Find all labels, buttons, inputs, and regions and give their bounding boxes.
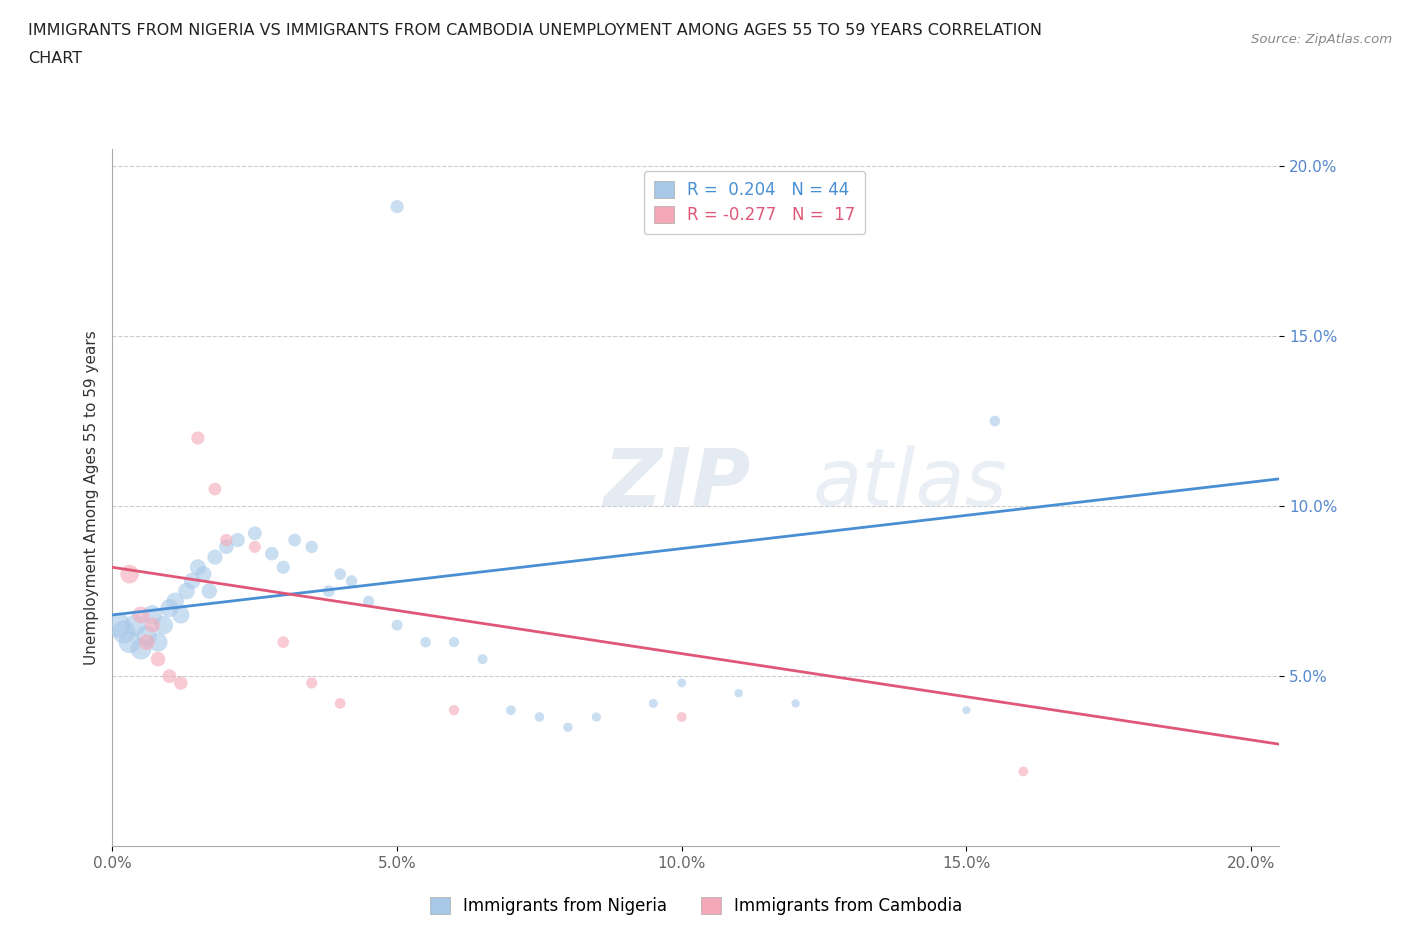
- Point: [301, 539, 323, 554]
- Text: IMMIGRANTS FROM NIGERIA VS IMMIGRANTS FROM CAMBODIA UNEMPLOYMENT AMONG AGES 55 T: IMMIGRANTS FROM NIGERIA VS IMMIGRANTS FR…: [28, 23, 1042, 38]
- Point: [181, 574, 204, 589]
- Point: [727, 685, 749, 700]
- Point: [671, 675, 693, 690]
- Point: [357, 594, 380, 609]
- Point: [146, 634, 169, 649]
- Point: [124, 618, 146, 632]
- Point: [157, 601, 180, 616]
- Point: [193, 566, 215, 581]
- Legend: Immigrants from Nigeria, Immigrants from Cambodia: Immigrants from Nigeria, Immigrants from…: [423, 890, 969, 922]
- Point: [529, 710, 551, 724]
- Point: [107, 618, 129, 632]
- Point: [215, 533, 238, 548]
- Point: [176, 584, 198, 599]
- Point: [260, 546, 283, 561]
- Point: [243, 525, 266, 540]
- Point: [215, 539, 238, 554]
- Point: [329, 696, 352, 711]
- Point: [671, 710, 693, 724]
- Point: [385, 618, 408, 632]
- Point: [271, 634, 294, 649]
- Point: [499, 703, 522, 718]
- Y-axis label: Unemployment Among Ages 55 to 59 years: Unemployment Among Ages 55 to 59 years: [83, 330, 98, 665]
- Point: [284, 533, 307, 548]
- Point: [471, 652, 494, 667]
- Point: [984, 414, 1007, 429]
- Point: [318, 584, 340, 599]
- Point: [165, 594, 187, 609]
- Text: ZIP: ZIP: [603, 445, 749, 523]
- Point: [141, 618, 163, 632]
- Text: Source: ZipAtlas.com: Source: ZipAtlas.com: [1251, 33, 1392, 46]
- Point: [187, 560, 209, 575]
- Point: [170, 675, 193, 690]
- Point: [243, 539, 266, 554]
- Point: [1012, 764, 1035, 779]
- Point: [301, 675, 323, 690]
- Point: [135, 628, 157, 643]
- Point: [443, 703, 465, 718]
- Point: [204, 550, 226, 565]
- Point: [226, 533, 249, 548]
- Point: [643, 696, 665, 711]
- Point: [157, 669, 180, 684]
- Point: [329, 566, 352, 581]
- Point: [785, 696, 807, 711]
- Point: [271, 560, 294, 575]
- Point: [118, 566, 141, 581]
- Point: [112, 625, 135, 640]
- Point: [443, 634, 465, 649]
- Text: atlas: atlas: [813, 445, 1008, 523]
- Point: [170, 607, 193, 622]
- Text: CHART: CHART: [28, 51, 82, 66]
- Point: [557, 720, 579, 735]
- Point: [187, 431, 209, 445]
- Point: [198, 584, 221, 599]
- Point: [129, 642, 152, 657]
- Point: [141, 607, 163, 622]
- Point: [129, 607, 152, 622]
- Point: [118, 634, 141, 649]
- Point: [152, 618, 174, 632]
- Point: [340, 574, 363, 589]
- Point: [385, 199, 408, 214]
- Point: [146, 652, 169, 667]
- Point: [585, 710, 607, 724]
- Point: [415, 634, 437, 649]
- Point: [955, 703, 977, 718]
- Point: [135, 634, 157, 649]
- Point: [204, 482, 226, 497]
